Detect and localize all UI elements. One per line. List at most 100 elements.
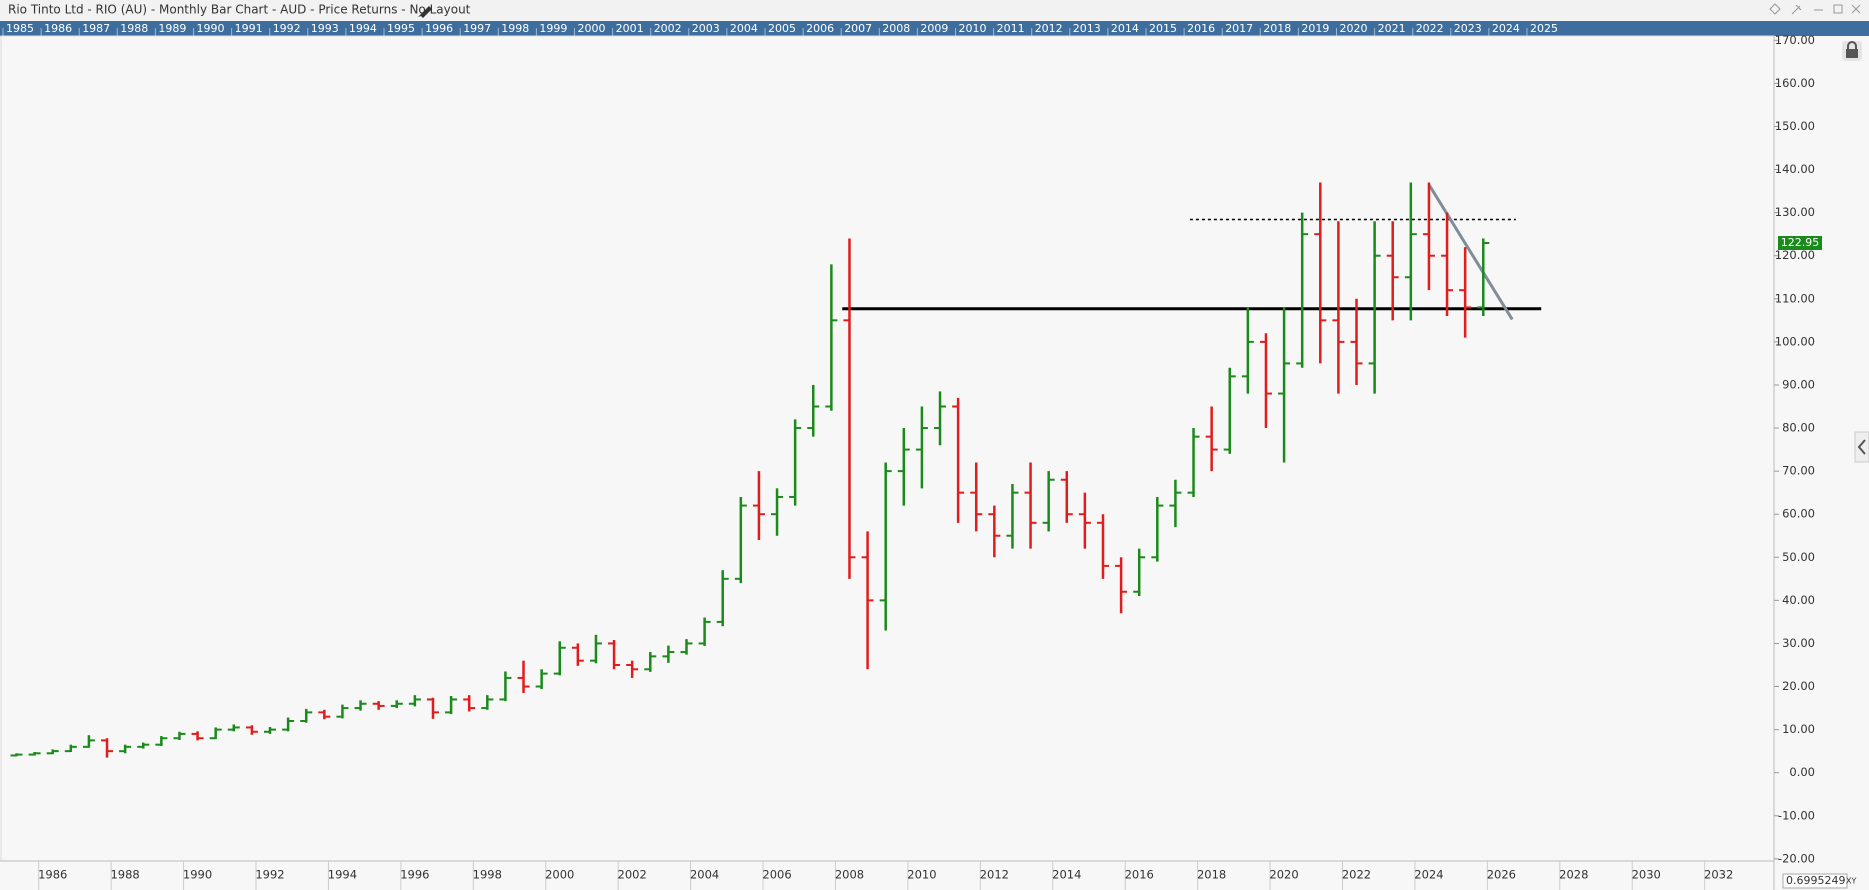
navigator-year: 1998 [501,22,529,35]
ohlc-bar [372,701,385,710]
x-tick-label: 2010 [907,868,936,882]
ohlc-bar [1296,212,1309,368]
navigator-year: 1987 [82,22,110,35]
ohlc-bar [879,462,892,631]
ohlc-bar [1441,212,1454,317]
window-controls [1769,3,1861,15]
navigator-year: 2017 [1225,22,1253,35]
navigator-year: 2004 [730,22,758,35]
ohlc-bar [1024,462,1037,549]
x-tick-label: 2026 [1487,868,1516,882]
ohlc-bar [553,641,566,676]
ohlc-bar [1332,221,1345,394]
y-tick-label: 80.00 [1782,421,1815,435]
navigator-year: 2001 [616,22,644,35]
navigator-year: 1991 [235,22,263,35]
y-tick-label: -20.00 [1778,851,1815,865]
navigator-year: 2018 [1263,22,1291,35]
ohlc-bar [825,264,838,411]
ohlc-bar [1404,182,1417,321]
ohlc-bar [915,406,928,489]
ohlc-bar [481,695,494,710]
y-tick-label: 110.00 [1775,291,1815,305]
ohlc-bar [64,744,77,753]
ohlc-bar [82,735,95,748]
navigator-year: 1996 [425,22,453,35]
ohlc-bar [644,652,657,672]
y-tick-label: 140.00 [1775,162,1815,176]
ohlc-bar [608,639,621,670]
ohlc-bar [227,724,240,732]
navigator-year: 2002 [654,22,682,35]
ohlc-bar [1241,307,1254,394]
ohlc-bar [789,419,802,506]
x-tick-label: 2032 [1704,868,1733,882]
x-tick-label: 1992 [255,868,284,882]
ohlc-bar [300,708,313,723]
ohlc-bar [1259,333,1272,429]
y-tick-label: 50.00 [1782,550,1815,564]
x-tick-label: 2030 [1632,868,1661,882]
y-tick-label: 20.00 [1782,679,1815,693]
y-tick-label: 60.00 [1782,507,1815,521]
x-tick-label: 1990 [183,868,212,882]
pin-icon[interactable] [1791,4,1802,15]
ohlc-bar [1368,221,1381,394]
last-price-box [1778,236,1822,251]
navigator-year: 1999 [539,22,567,35]
x-tick-label: 1998 [473,868,502,882]
navigator-year: 2009 [920,22,948,35]
x-tick-label: 2022 [1342,868,1371,882]
ohlc-bar [28,752,41,756]
lock-icon[interactable] [1842,41,1862,61]
y-tick-label: 100.00 [1775,334,1815,348]
y-tick-label: -10.00 [1778,808,1815,822]
ohlc-bar [626,660,639,678]
plot-area [0,35,1775,862]
y-tick-label: 10.00 [1782,722,1815,736]
navigator-strip[interactable] [0,21,1869,36]
ohlc-bar [1459,247,1472,338]
ohlc-bar [1006,484,1019,549]
cursor-mode[interactable]: XY [1846,877,1856,886]
close-icon[interactable] [1851,4,1861,14]
navigator-year: 2025 [1530,22,1558,35]
x-tick-label: 1986 [38,868,67,882]
side-panel-toggle[interactable] [1854,431,1869,463]
cursor-box[interactable] [1782,873,1848,889]
plot [10,182,1542,758]
navigator-year: 2008 [882,22,910,35]
ohlc-bar [1422,182,1435,291]
y-tick-label: 170.00 [1775,33,1815,47]
edit-icon[interactable] [418,6,432,18]
ohlc-bar [245,725,258,735]
ohlc-bar [408,695,421,707]
x-tick-label: 2018 [1197,868,1226,882]
navigator-year: 2012 [1035,22,1063,35]
x-tick-label: 1988 [110,868,139,882]
window-title: Rio Tinto Ltd - RIO (AU) - Monthly Bar C… [8,3,471,17]
ohlc-bar [1477,238,1490,317]
ohlc-bar [1096,514,1109,579]
ohlc-bar [1169,479,1182,528]
navigator-year: 2021 [1378,22,1406,35]
y-tick-label: 30.00 [1782,636,1815,650]
ohlc-bar [734,496,747,584]
restore-icon[interactable] [1833,4,1843,14]
ohlc-bar [318,709,331,720]
ohlc-bar [1386,221,1399,321]
navigator-year: 2007 [844,22,872,35]
ohlc-bar [535,669,548,690]
ohlc-bar [1151,496,1164,562]
navigator-year: 2000 [578,22,606,35]
ohlc-bar [10,753,23,757]
x-tick-label: 2024 [1414,868,1443,882]
diamond-icon[interactable] [1769,3,1781,15]
x-tick-label: 2016 [1125,868,1154,882]
ohlc-bar [463,695,476,712]
x-tick-label: 2012 [980,868,1009,882]
navigator-year: 1992 [273,22,301,35]
x-tick-label: 2020 [1269,868,1298,882]
ohlc-bar [499,671,512,702]
